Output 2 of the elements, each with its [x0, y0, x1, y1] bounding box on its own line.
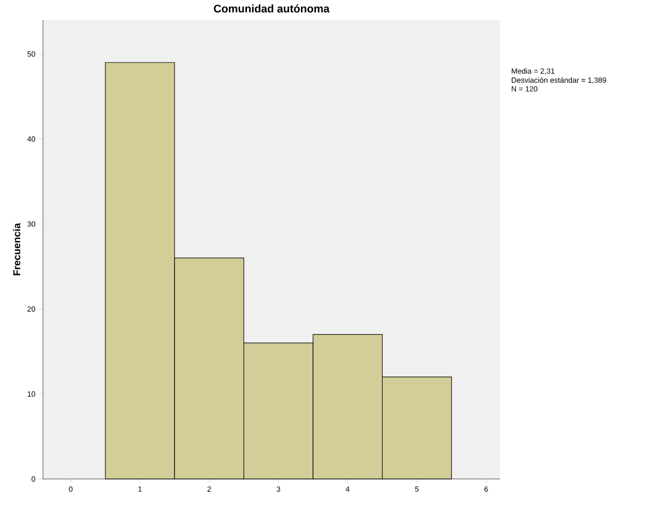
y-axis-title: Frecuencia	[12, 223, 20, 276]
chart-title: Comunidad autónoma	[214, 4, 330, 12]
